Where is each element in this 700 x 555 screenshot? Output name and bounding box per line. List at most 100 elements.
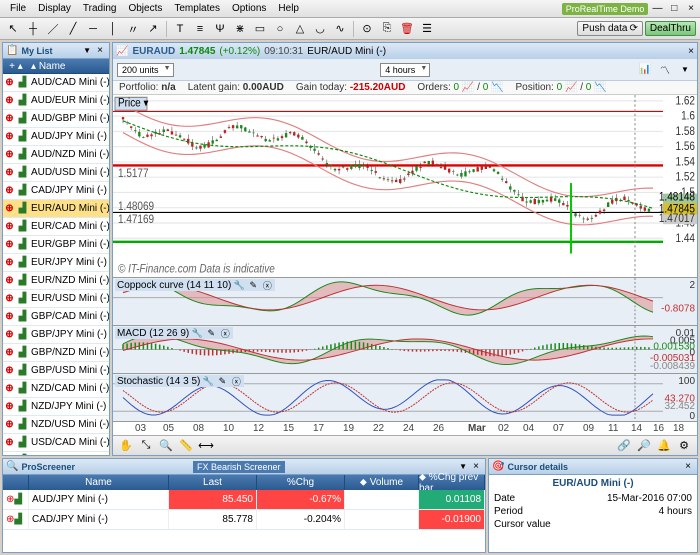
list-item[interactable]: ⊕ ▟ EUR/USD Mini (-) xyxy=(3,290,109,308)
menu-options[interactable]: Options xyxy=(226,1,272,16)
add-icon[interactable]: ⊕ xyxy=(3,383,16,394)
timeframe-dropdown[interactable]: 4 hours xyxy=(380,63,430,77)
list-item[interactable]: ⊕ ▟ AUD/CAD Mini (-) xyxy=(3,74,109,92)
add-icon[interactable]: ⊕ xyxy=(3,221,16,232)
add-icon[interactable]: ⊕ xyxy=(3,131,16,142)
chart-icon[interactable]: ▟ xyxy=(16,401,29,412)
add-icon[interactable]: ⊕ xyxy=(3,77,16,88)
add-icon[interactable]: ⊕ xyxy=(3,185,16,196)
add-icon[interactable]: ⊕ xyxy=(3,167,16,178)
coppock-indicator[interactable]: Coppock curve (14 11 10) 🔧 ✎ ⓧ 2-0.8078 xyxy=(113,277,697,325)
menu-objects[interactable]: Objects xyxy=(122,1,168,16)
screener-tab[interactable]: FX Bearish Screener xyxy=(193,461,285,473)
channel-icon[interactable]: 〃 xyxy=(124,20,142,38)
more-icon[interactable]: ⚙ xyxy=(675,437,693,455)
chart-icon[interactable]: ▟ xyxy=(16,419,29,430)
pencil-icon[interactable]: ✎ xyxy=(205,327,217,339)
ellipse-icon[interactable]: ○ xyxy=(271,20,289,38)
cursor-tool-icon[interactable]: ↖ xyxy=(4,20,22,38)
list-item[interactable]: ⊕ ▟ CAD/JPY Mini (-) xyxy=(3,182,109,200)
fib-icon[interactable]: ≡ xyxy=(191,20,209,38)
list-item[interactable]: ⊕ ▟ EUR/JPY Mini (-) xyxy=(3,254,109,272)
chart-icon[interactable]: ▟ xyxy=(16,185,29,196)
add-icon[interactable]: ⊕ xyxy=(3,113,16,124)
list-item[interactable]: ⊕ ▟ AUD/EUR Mini (-) xyxy=(3,92,109,110)
close-indicator-icon[interactable]: ⓧ xyxy=(230,375,242,387)
pencil-icon[interactable]: ✎ xyxy=(247,279,259,291)
maximize-icon[interactable]: □ xyxy=(667,3,681,15)
chart-icon[interactable]: ▟ xyxy=(16,77,29,88)
list-item[interactable]: ⊕ ▟ AUD/GBP Mini (-) xyxy=(3,110,109,128)
chart-icon[interactable]: ▟ xyxy=(16,95,29,106)
add-icon[interactable]: ⊕ xyxy=(3,329,16,340)
stochastic-indicator[interactable]: Stochastic (14 3 5) 🔧 ✎ ⓧ 10043.27032.45… xyxy=(113,373,697,421)
gann-icon[interactable]: ⋇ xyxy=(231,20,249,38)
list-item[interactable]: ⊕ ▟ GBP/CAD Mini (-) xyxy=(3,308,109,326)
text-icon[interactable]: T xyxy=(171,20,189,38)
list-item[interactable]: ⊕ ▟ EUR/GBP Mini (-) xyxy=(3,236,109,254)
list-item[interactable]: ⊕ ▟ USD/JPY Mini (-) xyxy=(3,452,109,455)
chart-icon[interactable]: ▟ xyxy=(16,437,29,448)
add-icon[interactable]: ⊕ xyxy=(3,401,16,412)
screener-row[interactable]: ⊕▟ AUD/JPY Mini (-) 85.450 -0.67% 0.0110… xyxy=(3,490,485,510)
chart-icon[interactable]: ▟ xyxy=(16,203,29,214)
add-icon[interactable]: ⊕ xyxy=(3,95,16,106)
list-item[interactable]: ⊕ ▟ GBP/JPY Mini (-) xyxy=(3,326,109,344)
list-item[interactable]: ⊕ ▟ EUR/AUD Mini (-) xyxy=(3,200,109,218)
menu-display[interactable]: Display xyxy=(32,1,77,16)
wrench-icon[interactable]: 🔧 xyxy=(191,327,203,339)
hline-icon[interactable]: ─ xyxy=(84,20,102,38)
close-indicator-icon[interactable]: ⓧ xyxy=(261,279,273,291)
add-icon[interactable]: ⊕ xyxy=(3,347,16,358)
zoom-icon[interactable]: 🔍 xyxy=(157,437,175,455)
chart-settings-icon[interactable]: ▼ xyxy=(677,62,693,78)
cycle-icon[interactable]: ∿ xyxy=(331,20,349,38)
chart-icon[interactable]: ▟ xyxy=(16,221,29,232)
alert-icon[interactable]: 🔔 xyxy=(655,437,673,455)
list-item[interactable]: ⊕ ▟ AUD/JPY Mini (-) xyxy=(3,128,109,146)
list-item[interactable]: ⊕ ▟ NZD/JPY Mini (-) xyxy=(3,398,109,416)
add-icon[interactable]: ⊕ xyxy=(3,203,16,214)
menu-help[interactable]: Help xyxy=(272,1,305,16)
line-icon[interactable]: ╱ xyxy=(64,20,82,38)
add-icon[interactable]: ⊕ xyxy=(3,437,16,448)
chart-icon[interactable]: ▟ xyxy=(16,275,29,286)
pitchfork-icon[interactable]: Ψ xyxy=(211,20,229,38)
wrench-icon[interactable]: 🔧 xyxy=(202,375,214,387)
close-indicator-icon[interactable]: ⓧ xyxy=(219,327,231,339)
chart-type-icon[interactable]: 📊 xyxy=(637,62,653,78)
list-item[interactable]: ⊕ ▟ NZD/CAD Mini (-) xyxy=(3,380,109,398)
arc-icon[interactable]: ◡ xyxy=(311,20,329,38)
list-item[interactable]: ⊕ ▟ EUR/CAD Mini (-) xyxy=(3,218,109,236)
add-icon[interactable]: ⊕ xyxy=(3,365,16,376)
chart-icon[interactable]: ▟ xyxy=(16,167,29,178)
chart-icon[interactable]: ▟ xyxy=(16,239,29,250)
close-icon[interactable]: × xyxy=(684,3,698,15)
dropdown-icon[interactable]: ▼ xyxy=(83,46,91,55)
crosshair-icon[interactable]: ┼ xyxy=(24,20,42,38)
list-item[interactable]: ⊕ ▟ GBP/NZD Mini (-) xyxy=(3,344,109,362)
list-item[interactable]: ⊕ ▟ USD/CAD Mini (-) xyxy=(3,434,109,452)
scroll-icon[interactable]: ⟷ xyxy=(197,437,215,455)
add-icon[interactable]: ⊕ xyxy=(3,239,16,250)
object-list-icon[interactable]: ☰ xyxy=(418,20,436,38)
push-data-button[interactable]: Push data ⟳ xyxy=(577,21,642,36)
pencil-icon[interactable]: ✎ xyxy=(216,375,228,387)
chart-style-icon[interactable]: 〽 xyxy=(657,62,673,78)
add-icon[interactable]: ⊕ xyxy=(3,149,16,160)
chart-icon[interactable]: ▟ xyxy=(16,131,29,142)
add-icon[interactable]: ⊕ xyxy=(3,293,16,304)
macd-indicator[interactable]: MACD (12 26 9) 🔧 ✎ ⓧ 0.010.0050.0015300-… xyxy=(113,325,697,373)
chart-icon[interactable]: ▟ xyxy=(16,149,29,160)
segment-icon[interactable]: ／ xyxy=(44,20,62,38)
panel-close-icon[interactable]: × xyxy=(94,45,106,57)
units-dropdown[interactable]: 200 units xyxy=(117,63,174,77)
trash-icon[interactable]: 🗑 xyxy=(398,20,416,38)
add-icon[interactable]: ⊕ xyxy=(3,311,16,322)
triangle-icon[interactable]: △ xyxy=(291,20,309,38)
link-icon[interactable]: 🔗 xyxy=(615,437,633,455)
magnet-icon[interactable]: ⊙ xyxy=(358,20,376,38)
menu-templates[interactable]: Templates xyxy=(168,1,226,16)
chart-icon[interactable]: ▟ xyxy=(16,113,29,124)
copy-icon[interactable]: ⎘ xyxy=(378,20,396,38)
